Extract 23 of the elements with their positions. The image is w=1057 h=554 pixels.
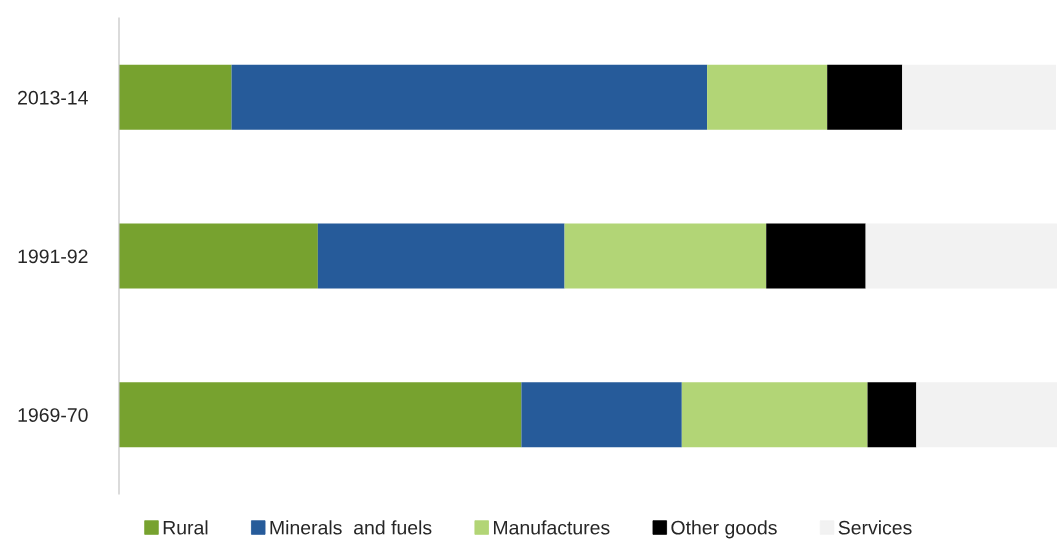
bar xyxy=(766,223,866,289)
bar xyxy=(231,64,708,130)
legend-label: Rural xyxy=(163,520,208,535)
bar xyxy=(865,223,1057,289)
bar xyxy=(867,382,917,448)
bar xyxy=(119,223,318,289)
y-tick-label: 1991-92 xyxy=(18,249,88,264)
bar xyxy=(521,382,682,448)
y-tick-label: 1969-70 xyxy=(18,408,88,422)
bar xyxy=(119,64,232,130)
bar xyxy=(827,64,903,130)
bar xyxy=(317,223,565,289)
bar xyxy=(681,382,868,448)
bar xyxy=(564,223,767,289)
bar xyxy=(916,382,1057,448)
y-tick-label: 2013-14 xyxy=(18,90,88,105)
bar xyxy=(707,64,828,130)
bar xyxy=(119,382,522,448)
legend-label: Manufactures xyxy=(493,520,610,535)
bar xyxy=(902,64,1057,130)
legend-label: Other goods xyxy=(671,520,777,539)
legend-label: Minerals and fuels xyxy=(270,520,432,535)
legend-label: Services xyxy=(838,520,912,535)
